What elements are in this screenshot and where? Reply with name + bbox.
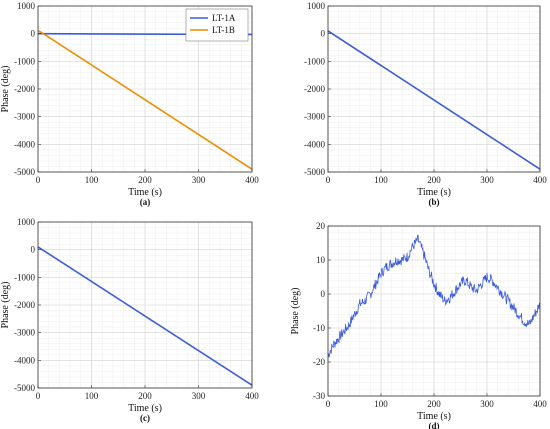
x-tick-label: 200 bbox=[138, 391, 152, 401]
x-tick-label: 100 bbox=[85, 175, 99, 185]
y-tick-label: 10 bbox=[316, 255, 326, 265]
y-tick-label: -1000 bbox=[14, 56, 35, 66]
series-line-1 bbox=[37, 246, 253, 386]
x-tick-label: 400 bbox=[245, 391, 259, 401]
series-line-1 bbox=[327, 234, 541, 358]
panel-label: (a) bbox=[140, 197, 151, 207]
y-tick-label: 20 bbox=[316, 221, 326, 231]
y-tick-label: 1000 bbox=[17, 1, 36, 11]
x-axis-label: Time (s) bbox=[417, 187, 451, 198]
x-tick-label: 0 bbox=[326, 175, 331, 185]
x-tick-label: 100 bbox=[374, 399, 388, 409]
x-axis-label: Time (s) bbox=[128, 403, 162, 414]
chart-panel-2: 0 100 200 300 400 -5000 -4000 -3000 -2000 -1000 0 1… bbox=[304, 1, 547, 207]
y-axis-label: Phase (deg) bbox=[290, 288, 301, 335]
x-tick-label: 0 bbox=[36, 175, 41, 185]
x-tick-label: 300 bbox=[480, 175, 494, 185]
y-tick-label: -2000 bbox=[14, 300, 35, 310]
legend: LT-1A LT-1B bbox=[185, 8, 249, 42]
x-tick-label: 300 bbox=[192, 175, 206, 185]
y-tick-label: -3000 bbox=[14, 328, 35, 338]
y-tick-label: 0 bbox=[31, 29, 36, 39]
x-tick-label: 0 bbox=[36, 391, 41, 401]
y-tick-label: -2000 bbox=[304, 84, 325, 94]
x-axis-label: Time (s) bbox=[417, 411, 451, 422]
y-tick-label: -5000 bbox=[304, 167, 325, 177]
y-tick-label: -1000 bbox=[14, 272, 35, 282]
y-tick-label: 0 bbox=[321, 29, 326, 39]
panel-label: (c) bbox=[140, 413, 150, 423]
y-tick-label: -4000 bbox=[14, 139, 35, 149]
legend-box bbox=[185, 8, 249, 42]
y-tick-label: -5000 bbox=[14, 383, 35, 393]
y-tick-label: 0 bbox=[31, 245, 36, 255]
chart-panel-4: 0 100 200 300 400 -30 -20 -10 0 10 20 Time (s) Phase… bbox=[290, 221, 547, 429]
y-tick-label: -10 bbox=[313, 323, 325, 333]
panel-label: (b) bbox=[429, 197, 440, 207]
y-axis-label: Phase (deg) bbox=[0, 282, 11, 329]
y-tick-label: -30 bbox=[313, 391, 325, 401]
y-axis-label: Phase (deg) bbox=[0, 66, 11, 113]
y-tick-label: -3000 bbox=[14, 112, 35, 122]
y-tick-label: 1000 bbox=[17, 217, 36, 227]
x-tick-label: 400 bbox=[533, 399, 547, 409]
panel-label: (d) bbox=[429, 421, 440, 429]
x-axis-label: Time (s) bbox=[128, 187, 162, 198]
x-tick-label: 0 bbox=[326, 399, 331, 409]
legend-entry: LT-1B bbox=[212, 25, 235, 35]
y-tick-label: 1000 bbox=[307, 1, 326, 11]
series-line-1 bbox=[327, 30, 541, 170]
x-tick-label: 400 bbox=[245, 175, 259, 185]
x-tick-label: 400 bbox=[533, 175, 547, 185]
y-tick-label: -1000 bbox=[304, 56, 325, 66]
x-tick-label: 200 bbox=[427, 175, 441, 185]
y-tick-label: -20 bbox=[313, 357, 325, 367]
x-tick-label: 300 bbox=[480, 399, 494, 409]
y-tick-label: -4000 bbox=[14, 355, 35, 365]
x-tick-label: 100 bbox=[374, 175, 388, 185]
y-tick-label: -5000 bbox=[14, 167, 35, 177]
chart-panel-1: 0 100 200 300 400 -5000 -4000 -3000 -2000 -1000 0 1… bbox=[0, 1, 259, 207]
x-tick-label: 300 bbox=[192, 391, 206, 401]
chart-panel-3: 0 100 200 300 400 -5000 -4000 -3000 -2000 -1000 0 1… bbox=[0, 217, 259, 423]
x-tick-label: 100 bbox=[85, 391, 99, 401]
y-tick-label: -2000 bbox=[14, 84, 35, 94]
y-tick-label: 0 bbox=[321, 289, 326, 299]
x-tick-label: 200 bbox=[138, 175, 152, 185]
legend-entry: LT-1A bbox=[212, 13, 236, 23]
x-tick-label: 200 bbox=[427, 399, 441, 409]
y-tick-label: -3000 bbox=[304, 112, 325, 122]
y-tick-label: -4000 bbox=[304, 139, 325, 149]
series-line-lt-1b bbox=[37, 30, 253, 170]
